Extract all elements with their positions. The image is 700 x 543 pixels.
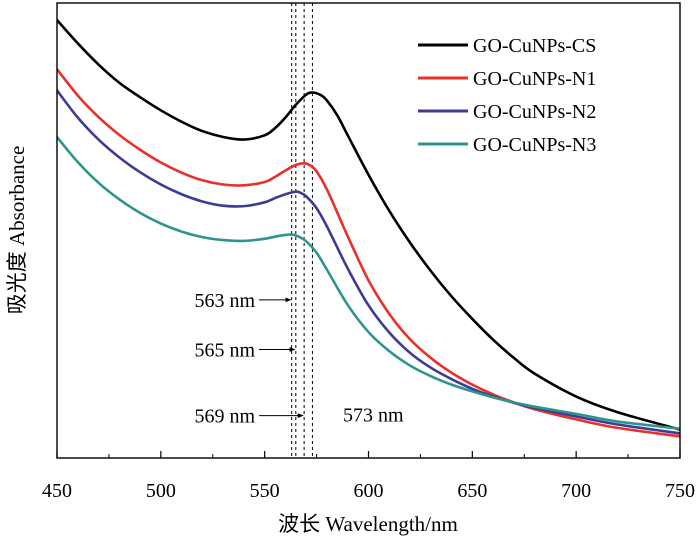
legend-label: GO-CuNPs-N2 [473, 101, 596, 123]
x-axis-label: 波长 Wavelength/nm [278, 512, 458, 536]
reference-lines [291, 3, 313, 458]
x-tick-label: 600 [354, 480, 384, 502]
annotation-label: 563 nm [194, 290, 255, 312]
annotation-label: 569 nm [194, 406, 255, 428]
legend: GO-CuNPs-CS GO-CuNPs-N1 GO-CuNPs-N2 GO-CuNP… [418, 35, 596, 156]
x-axis-ticks: 450 500 550 600 650 700 750 [42, 451, 695, 502]
series-lines [57, 18, 680, 438]
series-line-1 [57, 18, 680, 431]
x-tick-label: 650 [457, 480, 487, 502]
x-tick-label: 750 [665, 480, 695, 502]
legend-label: GO-CuNPs-CS [473, 35, 596, 57]
series-line-2 [57, 67, 680, 438]
y-axis-label: 吸光度 Absorbance [5, 146, 29, 315]
x-tick-label: 700 [561, 480, 591, 502]
annotation-label: 573 nm [343, 404, 404, 426]
legend-label: GO-CuNPs-N1 [473, 68, 596, 90]
x-tick-label: 500 [146, 480, 176, 502]
legend-label: GO-CuNPs-N3 [473, 134, 596, 156]
x-tick-label: 450 [42, 480, 72, 502]
peak-annotations: 563 nm 565 nm 569 nm 573 nm [194, 290, 404, 428]
annotation-label: 565 nm [194, 339, 255, 361]
x-tick-label: 550 [250, 480, 280, 502]
series-line-4 [57, 135, 680, 431]
